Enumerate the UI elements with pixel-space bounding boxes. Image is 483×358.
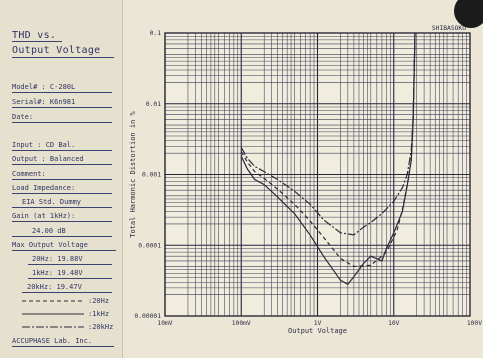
panel-title-line1: THD vs. — [12, 30, 57, 41]
x-tick-label: 100mV — [232, 320, 251, 327]
brand-mark: SHIBASOKU — [432, 25, 466, 32]
serial-field: Serial#: K6n981 — [12, 98, 76, 106]
max-1khz-underline — [28, 278, 112, 279]
gain-label: Gain (at 1kHz): — [12, 212, 76, 220]
y-axis-label: Total Harmonic Distortion in % — [129, 111, 137, 238]
y-tick-label: 0.00001 — [134, 313, 161, 320]
output-underline — [12, 164, 112, 165]
legend-1khz-label: :1kHz — [88, 310, 110, 318]
max-output-underline — [12, 250, 116, 251]
max-20khz-underline — [22, 292, 112, 293]
max-output-label: Max Output Voltage — [12, 241, 88, 249]
legend-20hz-label: :20Hz — [88, 297, 110, 305]
x-tick-label: 10V — [388, 320, 400, 327]
comment-underline — [12, 179, 112, 180]
date-underline — [12, 122, 112, 123]
input-underline — [12, 150, 112, 151]
output-field: Output : Balanced — [12, 155, 84, 163]
input-field: Input : CD Bal. — [12, 141, 76, 149]
load-impedance-label: Load Impedance: — [12, 184, 76, 192]
load-impedance-value: EIA Std. Dummy — [22, 198, 82, 206]
max-output-1khz: 1kHz: 19.48V — [32, 269, 83, 277]
load-label-underline — [12, 193, 112, 194]
legend-20khz-label: :20kHz — [88, 323, 114, 331]
y-tick-label: 0.001 — [142, 172, 161, 179]
max-output-20khz: 20kHz: 19.47V — [27, 283, 82, 291]
gain-value-underline — [12, 236, 112, 237]
footer-label: ACCUPHASE Lab. Inc. — [12, 337, 93, 345]
panel-title-line2: Output Voltage — [12, 45, 101, 56]
title-underline-2 — [12, 57, 114, 58]
gain-label-underline — [12, 221, 112, 222]
y-tick-label: 0.1 — [150, 30, 162, 37]
serial-underline — [12, 107, 112, 108]
info-panel: THD vs. Output Voltage Model# : C-280L S… — [0, 0, 123, 358]
series-line-20khz — [240, 32, 416, 236]
model-underline — [12, 92, 112, 93]
footer-underline — [12, 346, 114, 347]
corner-black-circle — [454, 0, 483, 28]
date-field: Date: — [12, 113, 34, 121]
x-tick-label: 100V — [467, 320, 482, 327]
y-tick-label: 0.01 — [146, 101, 161, 108]
model-field: Model# : C-280L — [12, 83, 76, 91]
max-output-20hz: 20Hz: 19.88V — [32, 255, 83, 263]
legend-swatches — [22, 300, 84, 328]
plot-frame — [164, 32, 471, 317]
x-axis-label: Output Voltage — [288, 327, 347, 335]
comment-field: Comment: — [12, 170, 46, 178]
title-underline-1 — [12, 41, 62, 42]
series-line-1khz — [240, 32, 416, 286]
max-20hz-underline — [28, 264, 112, 265]
y-tick-label: 0.0001 — [138, 242, 161, 249]
gain-value: 24.00 dB — [32, 227, 66, 235]
x-tick-label: 1V — [314, 320, 322, 327]
x-tick-label: 10mV — [157, 320, 172, 327]
load-value-underline — [12, 207, 112, 208]
